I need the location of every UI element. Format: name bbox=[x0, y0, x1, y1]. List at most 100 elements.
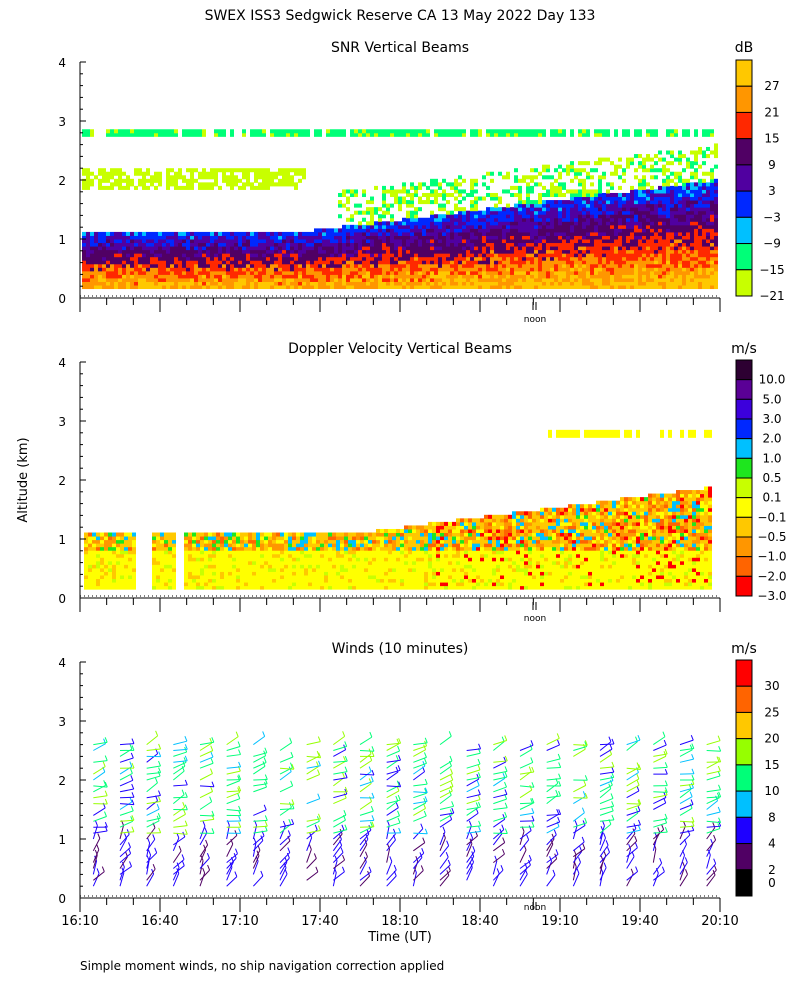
heatmap-cell bbox=[614, 267, 618, 272]
heatmap-cell bbox=[274, 263, 278, 268]
heatmap-cell bbox=[222, 277, 226, 282]
heatmap-cell bbox=[362, 224, 366, 229]
heatmap-cell bbox=[278, 256, 282, 261]
heatmap-cell bbox=[458, 224, 462, 229]
heatmap-cell bbox=[466, 210, 470, 215]
heatmap-cell bbox=[430, 260, 434, 265]
heatmap-cell bbox=[366, 281, 370, 286]
heatmap-cell bbox=[156, 585, 160, 590]
heatmap-cell bbox=[610, 214, 614, 219]
heatmap-cell bbox=[662, 196, 666, 201]
heatmap-cell bbox=[92, 585, 96, 590]
heatmap-cell bbox=[646, 263, 650, 268]
heatmap-cell bbox=[156, 578, 160, 583]
heatmap-cell bbox=[422, 249, 426, 254]
heatmap-cell bbox=[574, 214, 578, 219]
heatmap-cell bbox=[494, 270, 498, 275]
heatmap-cell bbox=[194, 267, 198, 272]
heatmap-cell bbox=[90, 242, 94, 247]
heatmap-cell bbox=[146, 129, 150, 134]
heatmap-cell bbox=[438, 224, 442, 229]
heatmap-cell bbox=[202, 263, 206, 268]
heatmap-cell bbox=[410, 260, 414, 265]
heatmap-cell bbox=[382, 260, 386, 265]
heatmap-cell bbox=[204, 539, 208, 544]
heatmap-cell bbox=[162, 249, 166, 254]
heatmap-cell bbox=[150, 260, 154, 265]
heatmap-cell bbox=[458, 175, 462, 180]
heatmap-cell bbox=[582, 239, 586, 244]
heatmap-cell bbox=[322, 246, 326, 251]
heatmap-cell bbox=[670, 263, 674, 268]
heatmap-cell bbox=[434, 189, 438, 194]
heatmap-cell bbox=[150, 239, 154, 244]
heatmap-cell bbox=[228, 564, 232, 569]
heatmap-cell bbox=[124, 585, 128, 590]
heatmap-cell bbox=[518, 214, 522, 219]
heatmap-cell bbox=[126, 274, 130, 279]
heatmap-cell bbox=[118, 168, 122, 173]
heatmap-cell bbox=[674, 270, 678, 275]
heatmap-cell bbox=[698, 217, 702, 222]
heatmap-cell bbox=[158, 270, 162, 275]
heatmap-cell bbox=[710, 207, 714, 212]
heatmap-cell bbox=[678, 270, 682, 275]
heatmap-cell bbox=[434, 231, 438, 236]
heatmap-cell bbox=[166, 270, 170, 275]
heatmap-cell bbox=[274, 242, 278, 247]
heatmap-cell bbox=[442, 129, 446, 134]
heatmap-cell bbox=[394, 253, 398, 258]
heatmap-cell bbox=[186, 270, 190, 275]
heatmap-cell bbox=[168, 574, 172, 580]
heatmap-cell bbox=[358, 263, 362, 268]
heatmap-cell bbox=[622, 256, 626, 261]
heatmap-cell bbox=[282, 132, 286, 137]
heatmap-cell bbox=[530, 203, 534, 208]
heatmap-cell bbox=[318, 242, 322, 247]
heatmap-cell bbox=[98, 185, 102, 190]
heatmap-cell bbox=[406, 224, 410, 229]
heatmap-cell bbox=[506, 267, 510, 272]
heatmap-cell bbox=[192, 536, 196, 541]
heatmap-cell bbox=[234, 256, 238, 261]
heatmap-cell bbox=[498, 210, 502, 215]
heatmap-cell bbox=[678, 285, 682, 290]
heatmap-cell bbox=[486, 132, 490, 137]
heatmap-cell bbox=[594, 203, 598, 208]
heatmap-cell bbox=[132, 571, 136, 576]
heatmap-cell bbox=[270, 249, 274, 254]
heatmap-cell bbox=[302, 231, 306, 236]
heatmap-cell bbox=[494, 260, 498, 265]
heatmap-cell bbox=[266, 242, 270, 247]
heatmap-cell bbox=[274, 249, 278, 254]
heatmap-cell bbox=[410, 263, 414, 268]
heatmap-cell bbox=[294, 277, 298, 282]
heatmap-cell bbox=[422, 277, 426, 282]
heatmap-cell bbox=[438, 277, 442, 282]
heatmap-cell bbox=[450, 274, 454, 279]
heatmap-cell bbox=[706, 267, 710, 272]
heatmap-cell bbox=[546, 207, 550, 212]
heatmap-cell bbox=[232, 585, 236, 590]
heatmap-cell bbox=[398, 239, 402, 244]
heatmap-cell bbox=[506, 260, 510, 265]
heatmap-cell bbox=[462, 249, 466, 254]
heatmap-cell bbox=[252, 532, 256, 537]
heatmap-cell bbox=[418, 132, 422, 137]
heatmap-cell bbox=[390, 217, 394, 222]
heatmap-cell bbox=[110, 168, 114, 173]
heatmap-cell bbox=[298, 263, 302, 268]
heatmap-cell bbox=[394, 129, 398, 134]
heatmap-cell bbox=[494, 214, 498, 219]
heatmap-cell bbox=[390, 270, 394, 275]
colorbar-label: 15 bbox=[764, 132, 779, 146]
heatmap-cell bbox=[192, 532, 196, 537]
heatmap-cell bbox=[626, 274, 630, 279]
heatmap-cell bbox=[382, 277, 386, 282]
heatmap-cell bbox=[226, 249, 230, 254]
heatmap-cell bbox=[112, 546, 116, 551]
heatmap-cell bbox=[482, 274, 486, 279]
heatmap-cell bbox=[594, 249, 598, 254]
heatmap-cell bbox=[106, 256, 110, 261]
heatmap-cell bbox=[230, 178, 234, 183]
